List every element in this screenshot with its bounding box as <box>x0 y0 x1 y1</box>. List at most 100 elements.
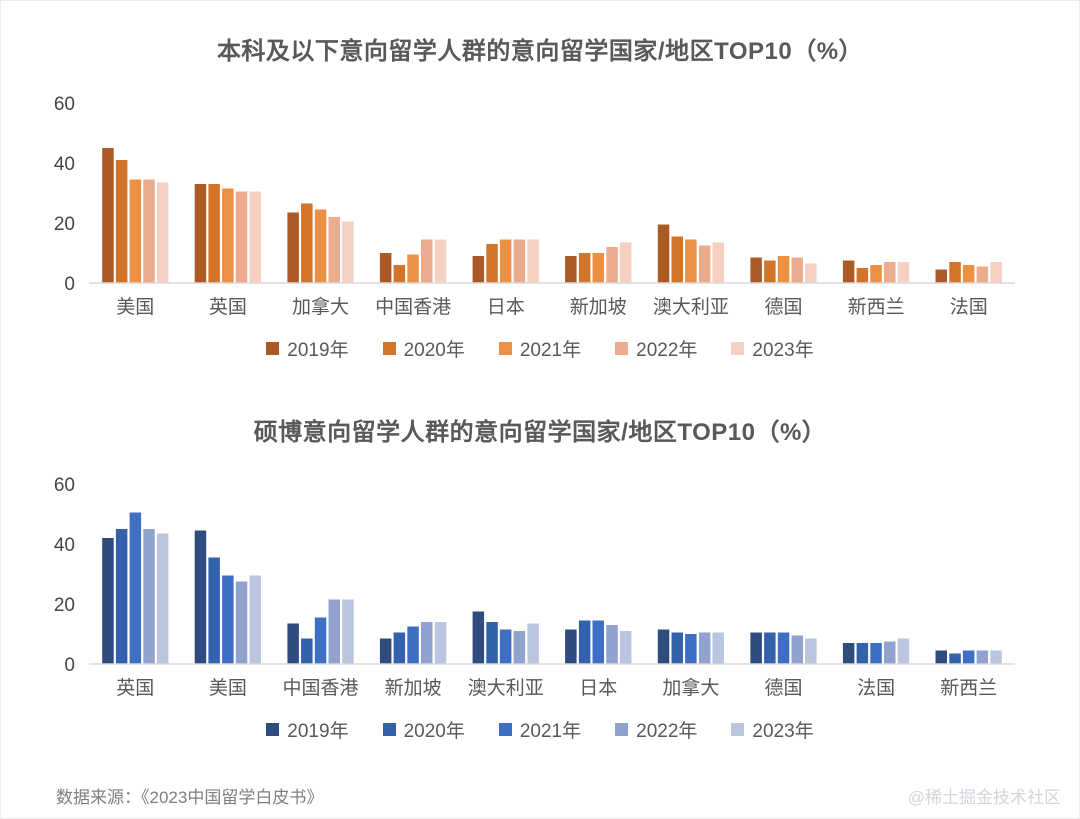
bar <box>949 262 961 283</box>
bar <box>287 623 299 664</box>
y-axis-tick-label: 0 <box>64 655 75 676</box>
bar <box>328 599 340 664</box>
y-axis-tick-label: 60 <box>54 94 75 115</box>
legend-swatch <box>382 342 396 355</box>
bar <box>342 599 354 664</box>
footer: 数据来源：《2023中国留学白皮书》 @稀土掘金技术社区 <box>1 783 1079 808</box>
bar <box>657 224 670 283</box>
bar <box>421 622 433 664</box>
x-axis-category-label: 澳大利亚 <box>468 677 544 699</box>
legend-label: 2019年 <box>287 721 349 742</box>
x-axis-category-label: 加拿大 <box>292 295 349 318</box>
legend-swatch <box>615 342 629 355</box>
legend-item: 2023年 <box>731 335 814 362</box>
x-axis-category-label: 德国 <box>764 296 802 318</box>
bar <box>805 263 817 283</box>
x-axis-category-label: 美国 <box>116 296 154 318</box>
bar <box>393 265 406 283</box>
bar <box>764 260 776 283</box>
legend-item: 2021年 <box>498 335 582 362</box>
bar <box>592 620 604 664</box>
x-axis-category-label: 新加坡 <box>570 296 627 318</box>
legend-label: 2020年 <box>403 340 465 361</box>
bar <box>578 620 591 664</box>
bar <box>764 632 776 664</box>
bar <box>657 629 670 664</box>
bar <box>249 191 261 283</box>
bar <box>698 632 711 664</box>
bar <box>671 236 683 283</box>
legend-item: 2021年 <box>498 716 581 743</box>
x-axis-category-label: 新加坡 <box>385 677 442 699</box>
legend-item: 2023年 <box>731 716 814 743</box>
bar <box>115 529 128 664</box>
x-axis-category-label: 新西兰 <box>848 296 905 318</box>
bar <box>935 269 947 283</box>
legend-label: 2020年 <box>403 721 465 742</box>
bar <box>407 254 419 283</box>
bar <box>897 262 910 283</box>
bar <box>434 239 447 283</box>
legend-swatch <box>731 342 745 355</box>
x-axis-category-label: 法国 <box>950 296 988 318</box>
bar <box>791 635 803 664</box>
legend-swatch <box>498 723 512 736</box>
bar <box>235 581 248 664</box>
bar <box>842 260 855 283</box>
bar <box>698 245 711 283</box>
bar <box>208 557 220 664</box>
y-axis-tick-label: 40 <box>54 154 75 175</box>
x-axis-category-label: 美国 <box>209 677 247 699</box>
legend-label: 2021年 <box>519 340 582 361</box>
bar <box>156 182 169 283</box>
x-axis-category-label: 德国 <box>764 677 802 699</box>
legend-item: 2020年 <box>382 335 465 362</box>
legend-swatch <box>382 723 396 736</box>
x-axis-category-label: 中国香港 <box>282 677 358 699</box>
legend-label: 2022年 <box>636 721 698 742</box>
bar <box>856 268 869 283</box>
bar <box>619 242 632 283</box>
bar-chart-postgraduate: 0 20 40 60 英国 美国 中国香港 新加坡 澳大利亚 日本 加拿大 德国 法国 新西兰 <box>54 475 1015 699</box>
bar <box>750 632 762 664</box>
bar <box>976 266 989 283</box>
bar <box>287 212 299 283</box>
bar <box>102 148 114 283</box>
bar <box>143 529 155 664</box>
bar <box>990 262 1002 283</box>
bar <box>962 265 975 283</box>
bar <box>671 632 683 664</box>
bar <box>194 530 207 664</box>
bar <box>129 512 142 664</box>
bar <box>393 632 406 664</box>
x-axis-category-label: 日本 <box>579 677 617 699</box>
bar <box>434 622 447 664</box>
bar <box>842 643 855 664</box>
legend-label: 2023年 <box>752 721 814 742</box>
bar <box>777 632 790 664</box>
bar <box>102 538 114 664</box>
bar <box>499 239 512 283</box>
bar <box>513 631 526 664</box>
legend-label: 2023年 <box>752 340 814 361</box>
legend-swatch <box>266 723 280 736</box>
bar <box>565 629 577 664</box>
y-axis-tick-label: 20 <box>54 595 75 616</box>
legend-item: 2022年 <box>615 335 697 362</box>
x-axis-category-label: 日本 <box>487 296 525 318</box>
bar <box>606 625 618 664</box>
bar <box>249 575 261 664</box>
bar <box>301 203 313 283</box>
bar <box>513 239 526 283</box>
chart-title-postgraduate: 硕博意向留学人群的意向留学国家/地区TOP10（%） <box>253 419 827 446</box>
bar <box>685 634 697 664</box>
legend-undergraduate: 2019年 2020年 2021年 2022年 2023年 <box>1 335 1079 362</box>
bar <box>194 184 207 283</box>
legend-item: 2019年 <box>266 335 349 362</box>
bar <box>870 643 882 664</box>
legend-swatch <box>266 342 280 355</box>
bar <box>949 653 961 664</box>
bar <box>750 257 762 283</box>
bar-chart-undergraduate: 0 20 40 60 美国 英国 加拿大 中国香港 日本 新加坡 澳大利亚 德国 新西兰 法国 <box>54 94 1015 318</box>
bar <box>407 626 419 664</box>
